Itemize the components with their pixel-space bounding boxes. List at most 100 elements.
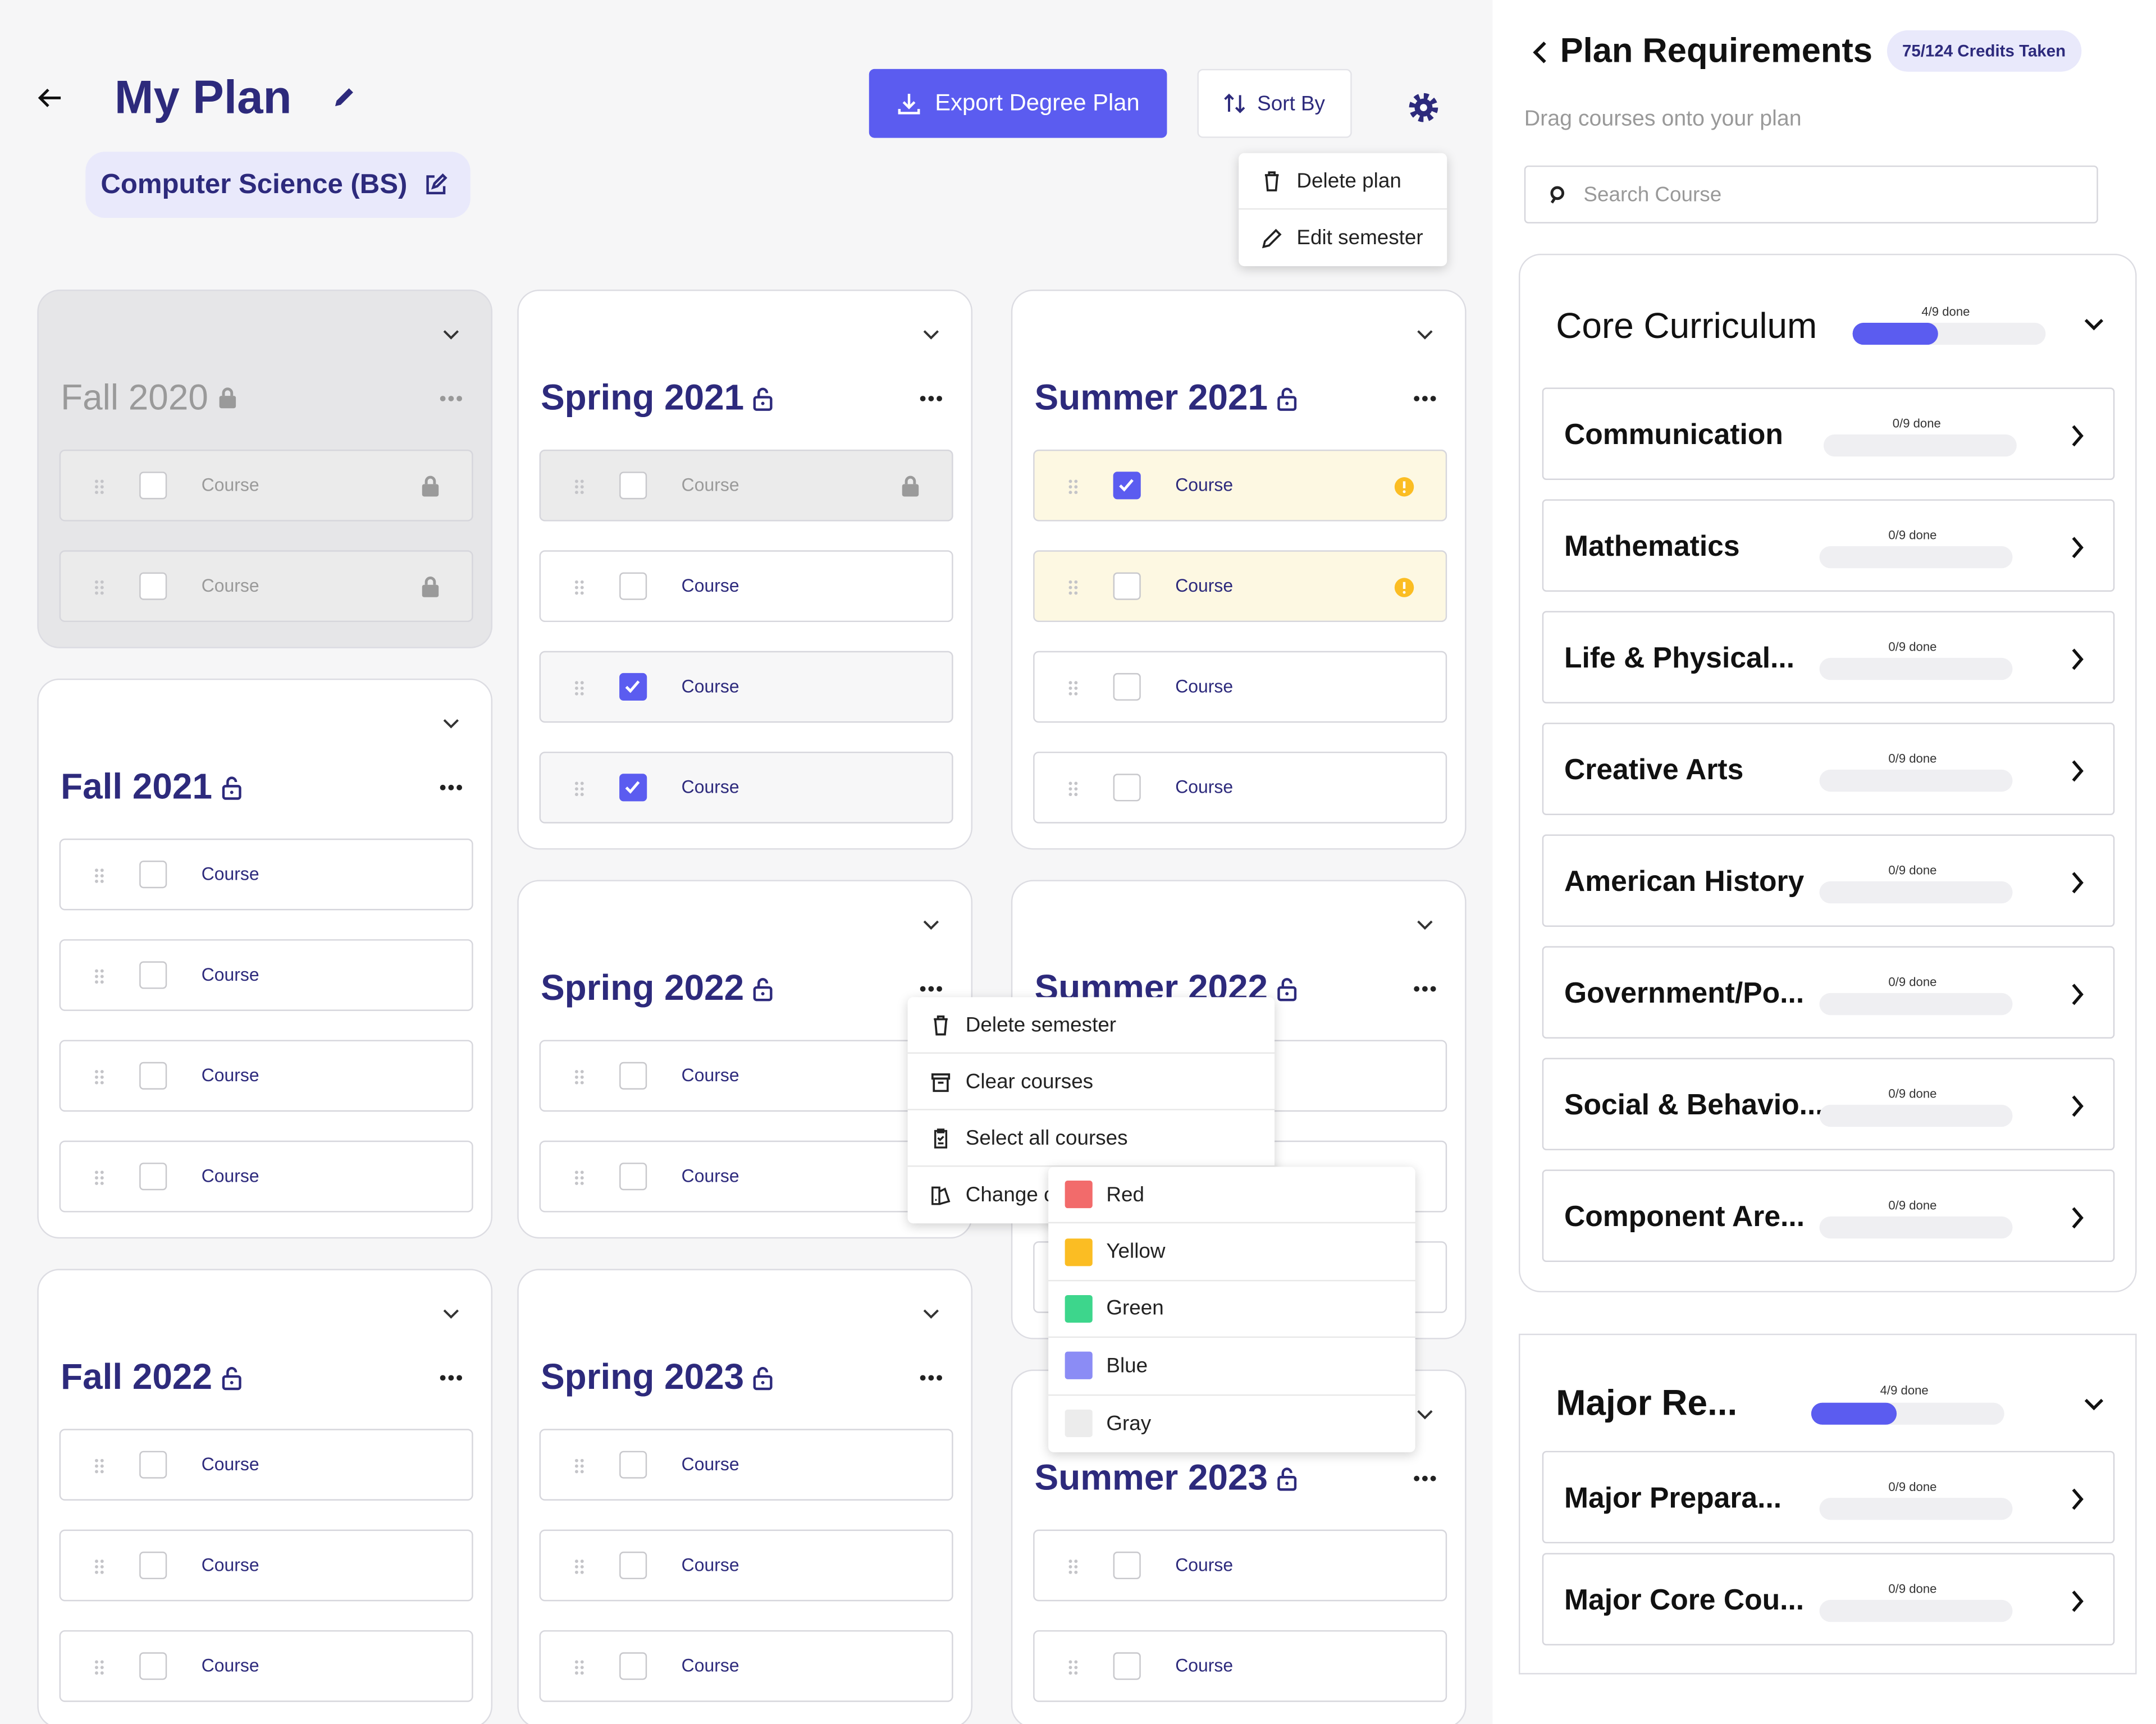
requirement-progress-label: 0/9 done bbox=[1892, 416, 1941, 431]
color-option[interactable]: Red bbox=[1048, 1167, 1415, 1224]
requirement-name: Communication bbox=[1564, 419, 1783, 451]
course-row[interactable]: Course bbox=[539, 1529, 953, 1602]
semester-menu-item[interactable]: Select all courses bbox=[907, 1110, 1275, 1167]
color-option[interactable]: Blue bbox=[1048, 1338, 1415, 1396]
color-option[interactable]: Yellow bbox=[1048, 1224, 1415, 1281]
course-row[interactable]: Course bbox=[59, 1429, 473, 1501]
course-checkbox[interactable] bbox=[619, 774, 647, 802]
drag-handle bbox=[1068, 1660, 1078, 1675]
course-row[interactable]: Course bbox=[539, 449, 953, 522]
course-checkbox[interactable] bbox=[1113, 774, 1141, 802]
requirement-item[interactable]: American History 0/9 done bbox=[1542, 834, 2115, 927]
course-label: Course bbox=[681, 1453, 739, 1475]
course-row[interactable]: Course bbox=[1033, 1630, 1447, 1702]
course-checkbox[interactable] bbox=[619, 1551, 647, 1580]
course-checkbox[interactable] bbox=[139, 1163, 167, 1191]
requirement-item[interactable]: Component Are... 0/9 done bbox=[1542, 1169, 2115, 1262]
course-checkbox[interactable] bbox=[139, 1451, 167, 1479]
course-row[interactable]: Course bbox=[539, 1140, 953, 1213]
course-checkbox[interactable] bbox=[619, 1163, 647, 1191]
course-row[interactable]: Course bbox=[539, 751, 953, 824]
course-label: Course bbox=[201, 575, 259, 596]
back-button[interactable] bbox=[34, 83, 65, 113]
course-row[interactable]: Course bbox=[539, 651, 953, 723]
collapse-chevron bbox=[1417, 1410, 1433, 1420]
settings-button[interactable] bbox=[1407, 91, 1440, 124]
course-row[interactable]: Course bbox=[539, 1429, 953, 1501]
plan-menu-item[interactable]: Edit semester bbox=[1239, 209, 1447, 266]
course-checkbox[interactable] bbox=[139, 861, 167, 889]
course-checkbox[interactable] bbox=[1113, 472, 1141, 500]
course-row[interactable]: Course bbox=[59, 1040, 473, 1112]
semester-menu-item[interactable]: Delete semester bbox=[907, 997, 1275, 1054]
course-checkbox[interactable] bbox=[1113, 673, 1141, 701]
requirement-item[interactable]: Government/Po... 0/9 done bbox=[1542, 946, 2115, 1039]
export-button[interactable]: Export Degree Plan bbox=[869, 68, 1167, 138]
course-checkbox[interactable] bbox=[139, 1551, 167, 1580]
collapse-sidebar[interactable] bbox=[1531, 39, 1550, 66]
semester-options bbox=[1414, 986, 1436, 992]
course-row[interactable]: Course bbox=[539, 550, 953, 623]
course-row[interactable]: Course bbox=[1033, 550, 1447, 623]
requirement-item[interactable]: Major Prepara... 0/9 done bbox=[1542, 1451, 2115, 1544]
color-option[interactable]: Gray bbox=[1048, 1395, 1415, 1452]
edit-title[interactable] bbox=[331, 83, 359, 110]
requirement-item[interactable]: Major Core Cou... 0/9 done bbox=[1542, 1553, 2115, 1645]
requirement-item[interactable]: Communication 0/9 done bbox=[1542, 387, 2115, 480]
course-row[interactable]: Course bbox=[59, 838, 473, 911]
course-row[interactable]: Course bbox=[59, 1140, 473, 1213]
course-checkbox[interactable] bbox=[1113, 1652, 1141, 1680]
course-checkbox[interactable] bbox=[1113, 1551, 1141, 1580]
course-row[interactable]: Course bbox=[1033, 449, 1447, 522]
course-row[interactable]: Course bbox=[1033, 651, 1447, 723]
requirement-item[interactable]: Life & Physical... 0/9 done bbox=[1542, 611, 2115, 703]
course-label: Course bbox=[201, 474, 259, 495]
course-checkbox[interactable] bbox=[619, 572, 647, 600]
course-row[interactable]: Course bbox=[59, 1529, 473, 1602]
sidebar: Plan Requirements 75/124 Credits Taken D… bbox=[1492, 0, 2156, 1724]
course-checkbox[interactable] bbox=[619, 673, 647, 701]
semester-name: Fall 2022 bbox=[61, 1356, 213, 1397]
course-checkbox[interactable] bbox=[139, 1062, 167, 1090]
course-row[interactable]: Course bbox=[1033, 751, 1447, 824]
course-row[interactable]: Course bbox=[59, 550, 473, 623]
plan-menu-item[interactable]: Delete plan bbox=[1239, 153, 1447, 210]
drag-handle bbox=[575, 781, 584, 797]
requirement-item[interactable]: Social & Behavio... 0/9 done bbox=[1542, 1058, 2115, 1150]
course-row[interactable]: Course bbox=[1033, 1529, 1447, 1602]
course-checkbox[interactable] bbox=[139, 572, 167, 600]
group-progress-label: 4/9 done bbox=[1921, 304, 1970, 319]
plan-title: My Plan bbox=[114, 71, 292, 125]
menu-label: Delete plan bbox=[1296, 168, 1401, 193]
lock-closed bbox=[219, 387, 236, 408]
group-chevron bbox=[2084, 319, 2104, 331]
semester-menu-item[interactable]: Clear courses bbox=[907, 1054, 1275, 1110]
requirement-item[interactable]: Mathematics 0/9 done bbox=[1542, 499, 2115, 592]
requirement-progress bbox=[1819, 993, 2013, 1016]
course-checkbox[interactable] bbox=[139, 472, 167, 500]
program-chip[interactable]: Computer Science (BS) bbox=[85, 152, 471, 218]
course-checkbox[interactable] bbox=[1113, 572, 1141, 600]
drag-handle bbox=[1068, 681, 1078, 696]
course-checkbox[interactable] bbox=[139, 1652, 167, 1680]
course-checkbox[interactable] bbox=[619, 1652, 647, 1680]
color-name: Yellow bbox=[1106, 1240, 1166, 1264]
requirement-progress bbox=[1819, 1498, 2013, 1520]
search-box[interactable]: Search Course bbox=[1524, 165, 2098, 224]
course-row[interactable]: Course bbox=[59, 1630, 473, 1702]
course-row[interactable]: Course bbox=[539, 1630, 953, 1702]
color-option[interactable]: Green bbox=[1048, 1281, 1415, 1338]
course-checkbox[interactable] bbox=[619, 1451, 647, 1479]
course-checkbox[interactable] bbox=[619, 1062, 647, 1090]
course-checkbox[interactable] bbox=[139, 961, 167, 989]
sort-button[interactable]: Sort By bbox=[1197, 68, 1352, 138]
course-row[interactable]: Course bbox=[539, 1040, 953, 1112]
course-row[interactable]: Course bbox=[59, 939, 473, 1011]
semester-title: Summer 2023 bbox=[1035, 1456, 1299, 1499]
lock-open bbox=[1277, 1467, 1297, 1490]
course-checkbox[interactable] bbox=[619, 472, 647, 500]
semester-card: Spring 2022 Course Course bbox=[517, 880, 973, 1239]
requirement-item[interactable]: Creative Arts 0/9 done bbox=[1542, 722, 2115, 815]
course-row[interactable]: Course bbox=[59, 449, 473, 522]
download-icon bbox=[898, 94, 920, 115]
